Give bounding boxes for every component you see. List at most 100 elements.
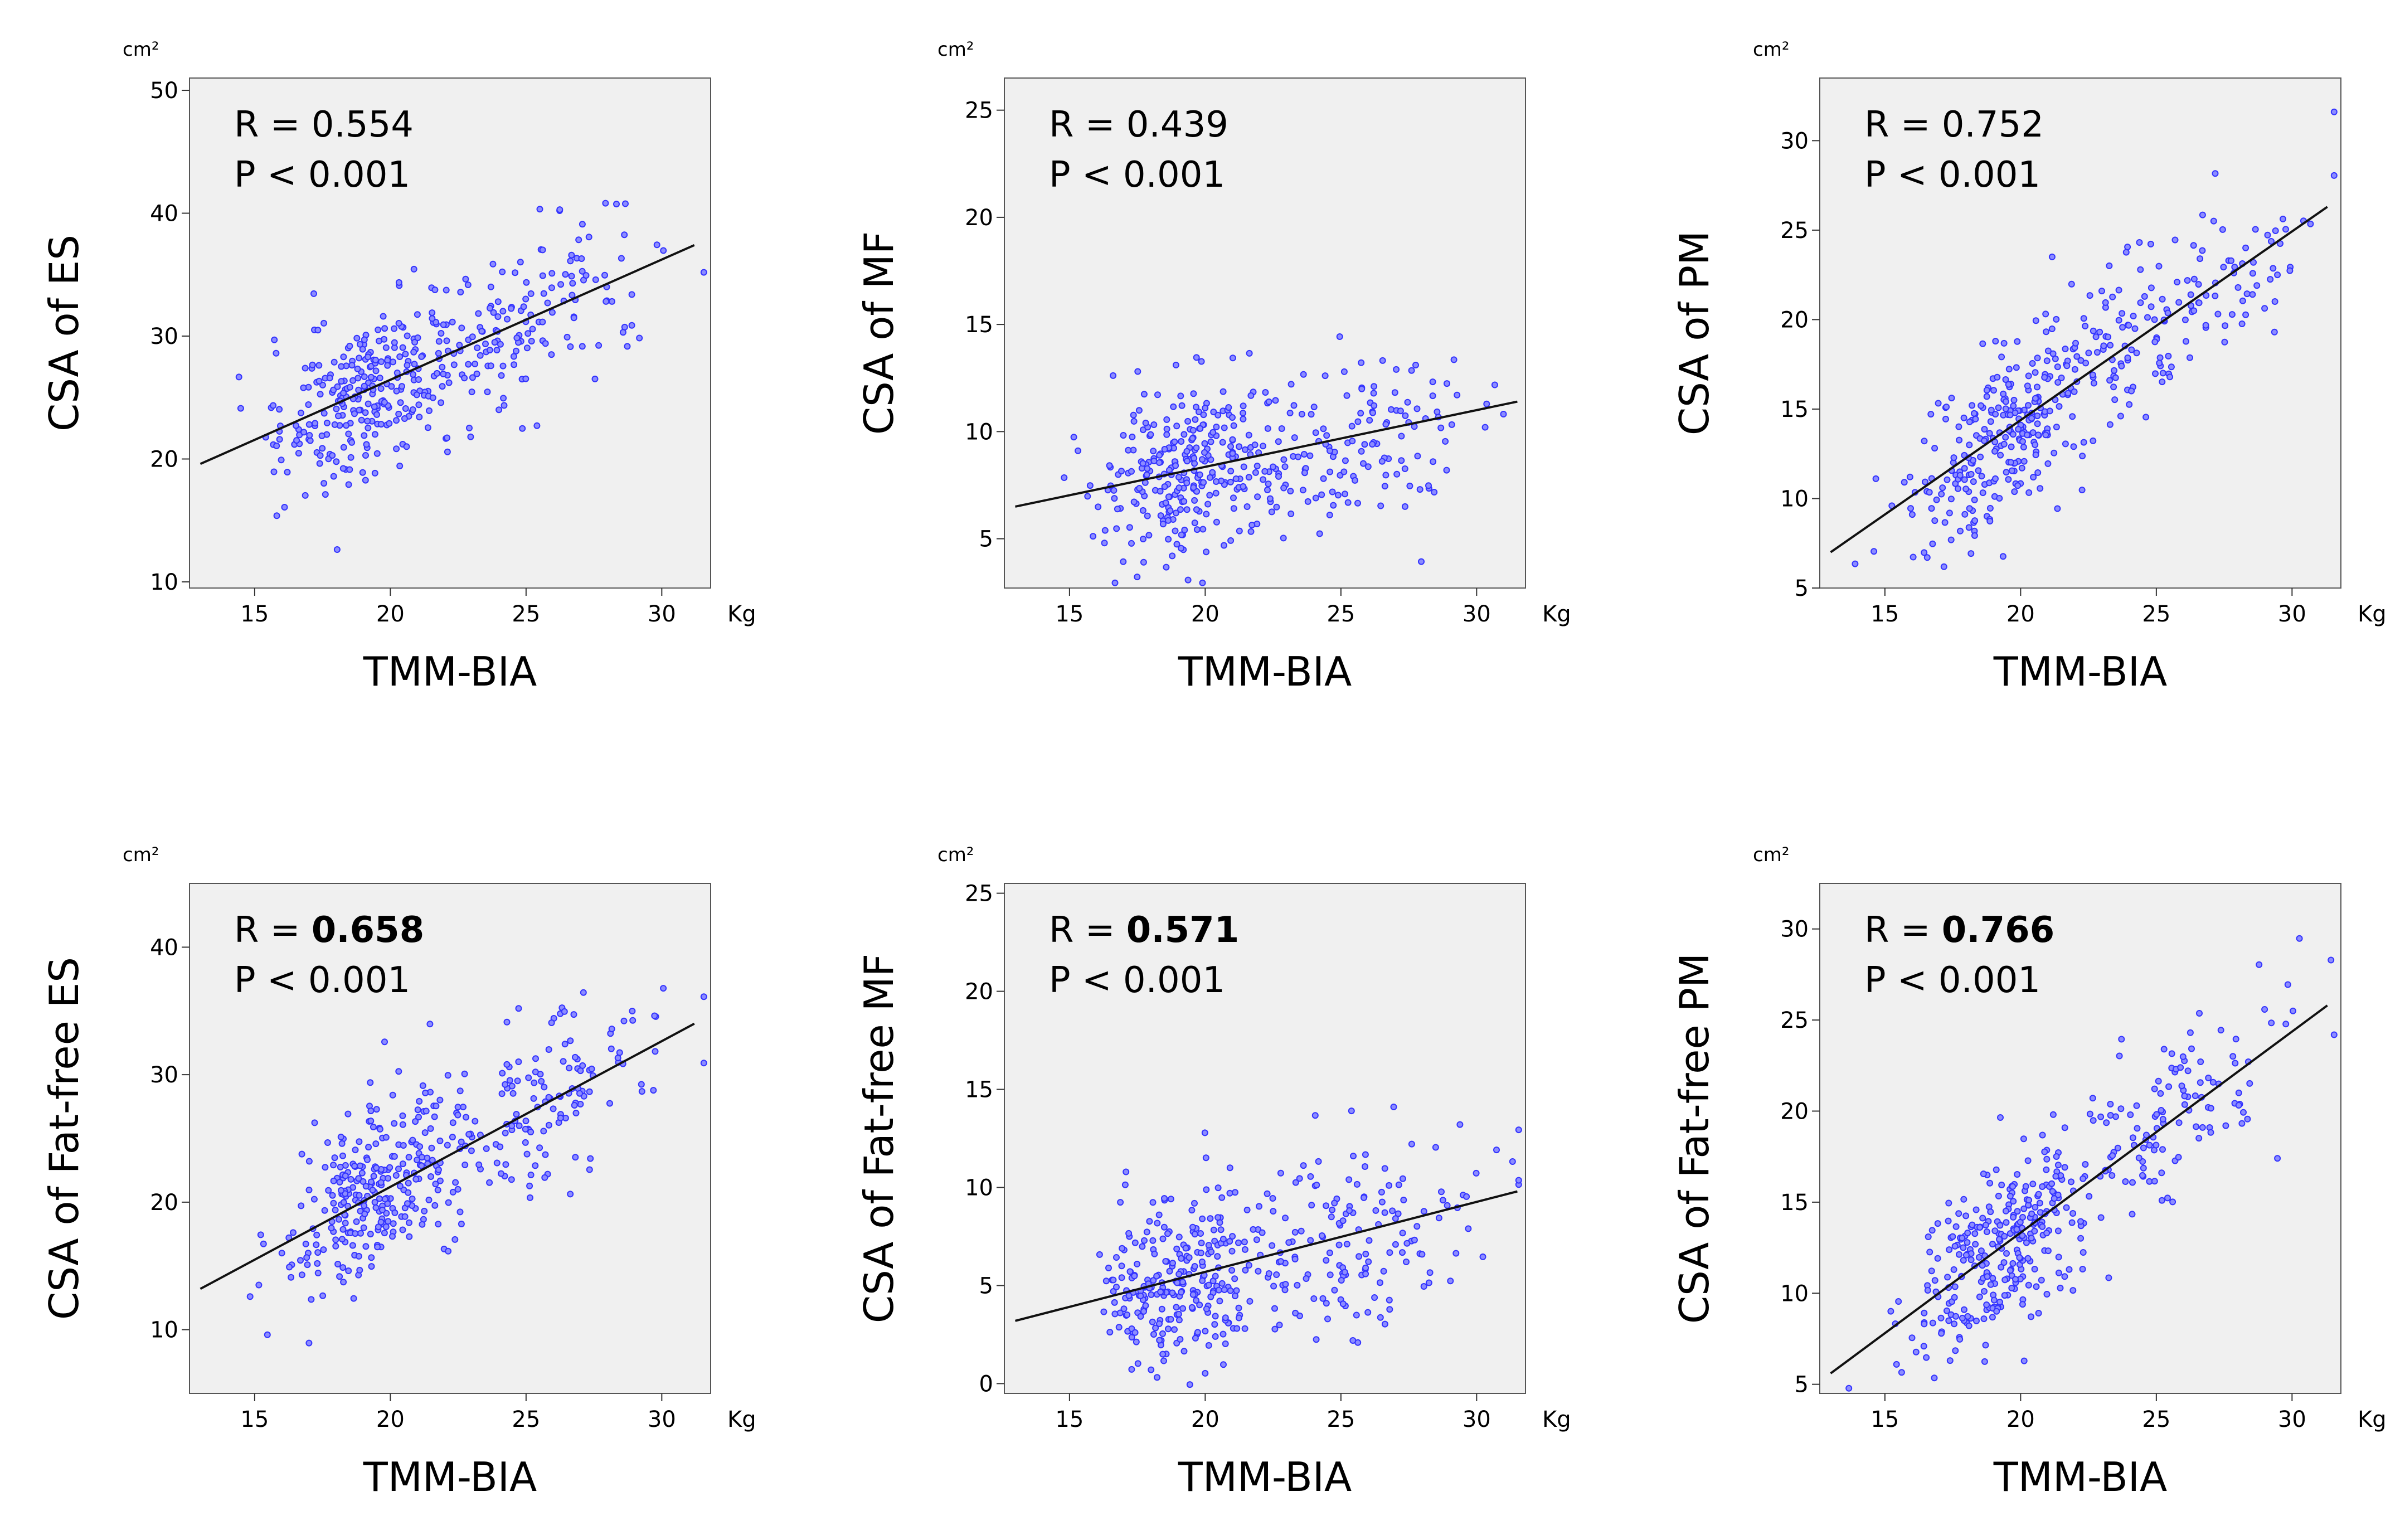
data-point (443, 337, 450, 344)
data-point (545, 1121, 552, 1129)
data-point (363, 441, 370, 448)
data-point (1155, 1211, 1163, 1218)
data-point (1149, 1318, 1156, 1325)
data-point (2028, 1210, 2035, 1217)
data-point (322, 491, 329, 498)
data-point (1137, 1313, 1144, 1320)
data-point (2244, 1115, 2251, 1123)
data-point (1352, 477, 1358, 484)
data-point (2018, 464, 2025, 472)
data-point (385, 1218, 392, 1225)
data-point (443, 286, 450, 294)
data-point (1990, 1296, 1998, 1304)
data-point (377, 1218, 385, 1226)
data-point (352, 1230, 359, 1237)
data-point (273, 512, 280, 519)
data-point (404, 332, 411, 339)
data-point (1961, 465, 1968, 472)
data-point (2130, 313, 2137, 319)
data-point (2054, 1162, 2062, 1169)
data-point (652, 1048, 659, 1055)
data-point (1956, 1335, 1964, 1343)
data-point (2062, 440, 2069, 448)
data-point (2205, 1075, 2212, 1081)
data-point (1390, 1104, 1397, 1110)
data-point (1343, 1241, 1350, 1248)
data-point (360, 1224, 367, 1231)
data-point (330, 1199, 337, 1207)
data-point (1442, 438, 1449, 445)
data-point (426, 1021, 434, 1028)
data-point (1247, 392, 1255, 399)
data-point (2031, 1266, 2038, 1272)
data-point (362, 452, 369, 459)
data-point (1964, 1230, 1971, 1237)
data-point (519, 425, 526, 432)
data-point (2013, 1226, 2020, 1233)
data-point (1983, 387, 1990, 394)
data-point (1130, 411, 1137, 419)
data-point (2058, 375, 2065, 381)
data-point (2048, 326, 2056, 332)
data-point (1338, 1277, 1345, 1284)
data-point (1169, 1260, 1176, 1267)
data-point (1925, 1233, 1932, 1240)
data-point (575, 236, 582, 244)
data-point (364, 417, 371, 425)
data-point (540, 290, 547, 297)
data-point (310, 1196, 318, 1203)
data-point (2115, 317, 2122, 324)
data-point (300, 384, 307, 391)
data-point (2222, 322, 2229, 329)
data-point (1931, 445, 1938, 452)
data-point (1230, 422, 1237, 429)
data-point (2165, 1083, 2173, 1090)
data-point (1193, 526, 1201, 533)
data-point (2090, 327, 2097, 334)
data-point (1371, 1294, 1378, 1301)
data-point (1425, 1279, 1432, 1286)
data-point (1912, 1348, 1920, 1356)
data-point (1191, 497, 1198, 504)
data-point (1230, 494, 1237, 502)
data-point (1951, 1283, 1959, 1290)
data-point (1944, 1274, 1951, 1281)
data-point (1100, 1308, 1107, 1315)
data-point (415, 376, 422, 383)
data-point (1273, 1271, 1280, 1278)
data-point (1252, 469, 1259, 476)
data-point (2235, 1089, 2242, 1096)
data-point (1980, 1315, 1988, 1323)
data-point (415, 401, 422, 409)
data-point (1191, 1263, 1198, 1270)
data-point (1128, 468, 1135, 475)
data-point (2043, 1291, 2051, 1298)
data-point (1921, 438, 1928, 445)
data-point (1270, 1208, 1277, 1215)
data-point (429, 1157, 436, 1164)
data-point (2000, 1259, 2008, 1266)
data-point (1142, 419, 1149, 426)
data-point (1331, 1286, 1338, 1294)
data-point (1278, 425, 1285, 432)
data-point (273, 442, 280, 449)
data-point (422, 1089, 429, 1096)
data-point (1318, 491, 1325, 498)
data-point (2164, 309, 2171, 317)
data-point (356, 1138, 363, 1145)
data-point (456, 342, 463, 349)
data-point (2020, 1135, 2027, 1143)
data-point (2249, 270, 2256, 277)
data-point (306, 432, 313, 439)
data-point (1175, 1271, 1183, 1277)
data-point (391, 1209, 399, 1216)
data-point (1191, 1199, 1198, 1207)
data-point (1354, 418, 1362, 425)
data-point (1240, 415, 1247, 422)
data-point (1308, 411, 1315, 418)
data-point (2055, 1254, 2062, 1261)
data-point (1988, 406, 1995, 414)
data-point (2073, 353, 2081, 360)
data-point (1189, 435, 1196, 442)
data-point (2089, 371, 2096, 378)
